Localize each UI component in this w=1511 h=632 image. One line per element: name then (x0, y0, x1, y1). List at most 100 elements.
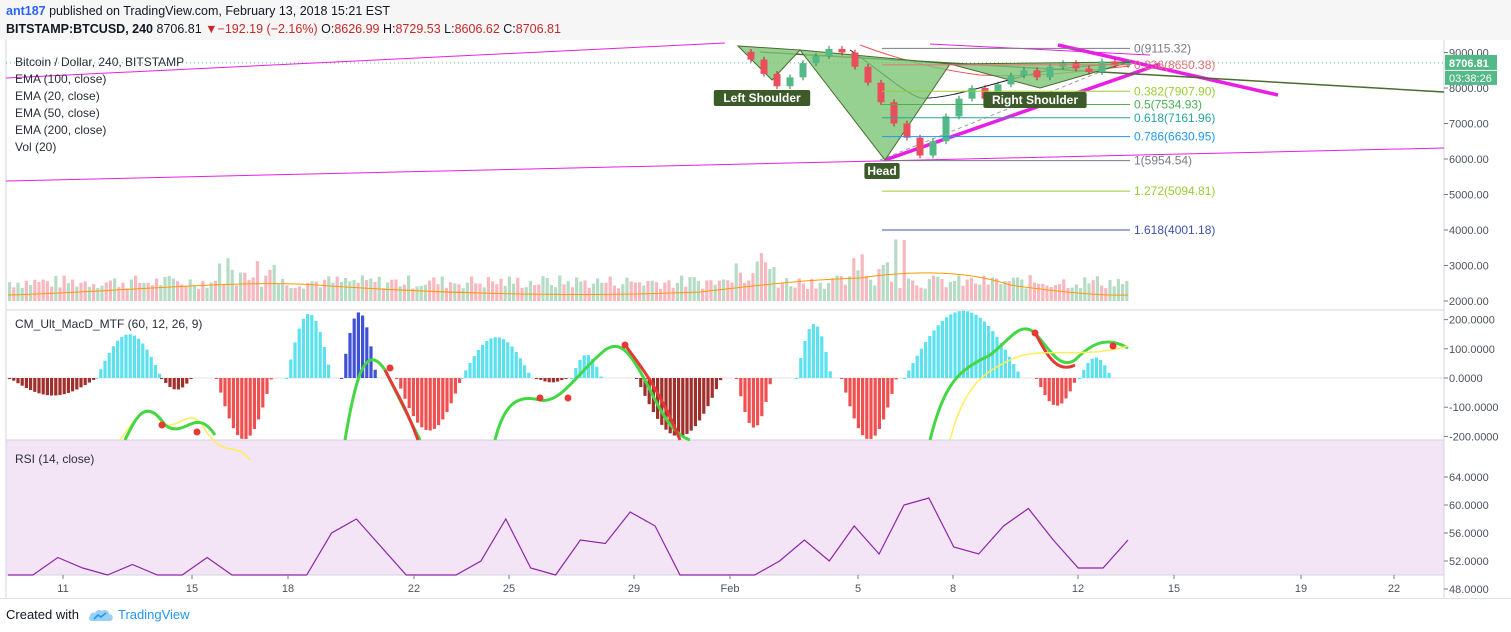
volume-bar (461, 288, 465, 301)
macd-histogram-bar (995, 336, 999, 378)
volume-bar (1100, 285, 1104, 301)
volume-bar (575, 277, 579, 301)
time-axis-label: 25 (503, 583, 515, 595)
head-label-badge (864, 163, 900, 179)
macd-histogram-bar (310, 314, 314, 378)
macd-histogram-bar (924, 342, 928, 378)
macd-histogram-bar (1090, 358, 1094, 378)
volume-bar (856, 270, 860, 301)
macd-histogram-bar (856, 378, 860, 429)
fib-level-label: 0.786(6630.95) (1134, 130, 1215, 144)
volume-bar (398, 286, 402, 301)
volume-bar (104, 282, 108, 301)
volume-bar (293, 287, 297, 301)
macd-histogram-bar (639, 378, 643, 388)
volume-bar (890, 281, 894, 301)
macd-histogram-bar (574, 368, 578, 378)
macd-histogram-bar (1043, 378, 1047, 396)
volume-bar (125, 288, 129, 301)
volume-bar (688, 277, 692, 301)
volume-bar (911, 280, 915, 301)
legend-macd[interactable]: CM_Ult_MacD_MTF (60, 12, 26, 9) (15, 317, 203, 331)
volume-bar (390, 279, 394, 301)
volume-bar (163, 276, 167, 301)
legend-volume[interactable]: Vol (20) (15, 140, 57, 154)
legend-title[interactable]: Bitcoin / Dollar, 240, BITSTAMP (15, 55, 185, 69)
macd-histogram-bar (219, 378, 223, 393)
macd-histogram-bar (978, 317, 982, 378)
macd-histogram-bar (949, 314, 953, 378)
macd-histogram-bar (172, 378, 176, 390)
volume-bar (352, 280, 356, 301)
macd-histogram-bar (523, 365, 527, 378)
macd-histogram-bar (811, 324, 815, 378)
legend-ema100[interactable]: EMA (100, close) (15, 72, 107, 86)
high-label: H: (382, 22, 396, 36)
volume-bar (121, 282, 125, 301)
volume-bar (1079, 287, 1083, 301)
volume-bar (537, 284, 541, 301)
macd-histogram-bar (128, 334, 132, 378)
volume-bar (600, 282, 604, 301)
volume-bar (843, 284, 847, 301)
volume-bar (877, 269, 881, 301)
macd-histogram-bar (560, 378, 564, 381)
macd-histogram-bar (403, 378, 407, 399)
volume-bar (596, 278, 600, 301)
volume-bar (499, 278, 503, 301)
macd-histogram-bar (318, 332, 322, 378)
macd-histogram-bar (664, 378, 668, 430)
macd-histogram-bar (285, 378, 289, 379)
volume-bar (558, 275, 562, 301)
macd-histogram-bar (269, 378, 273, 380)
macd-histogram-bar (677, 378, 681, 437)
legend-ema50[interactable]: EMA (50, close) (15, 106, 100, 120)
volume-bar (764, 262, 768, 301)
chart-canvas[interactable]: 0(9115.32)0.236(8650.38)0.382(7907.90)0.… (0, 40, 1511, 600)
macd-line-down (1033, 332, 1076, 369)
published-text: published on TradingView.com, February 1… (49, 4, 391, 18)
fib-level-label: 0.5(7534.93) (1134, 98, 1202, 112)
volume-bar (650, 280, 654, 301)
volume-bar (940, 279, 944, 301)
rsi-line (8, 497, 1129, 576)
macd-cross-dot (564, 394, 572, 402)
macd-histogram-bar (595, 366, 599, 378)
macd-histogram-bar (957, 311, 961, 378)
legend-rsi[interactable]: RSI (14, close) (15, 452, 95, 466)
volume-bar (604, 282, 608, 301)
macd-histogram-bar (861, 378, 865, 436)
volume-bar (373, 281, 377, 301)
macd-histogram-bar (1078, 378, 1082, 379)
legend-ema200[interactable]: EMA (200, close) (15, 123, 107, 137)
volume-bar (759, 253, 763, 301)
macd-histogram-bar (539, 378, 543, 380)
macd-histogram-bar (164, 378, 168, 383)
macd-histogram-bar (1016, 371, 1020, 378)
tradingview-brand-link[interactable]: TradingView (118, 607, 190, 622)
macd-histogram-bar (820, 336, 824, 378)
volume-bar (209, 282, 213, 301)
macd-histogram-bar (365, 327, 369, 378)
author-link[interactable]: ant187 (6, 4, 46, 18)
volume-bar (948, 281, 952, 301)
legend-ema20[interactable]: EMA (20, close) (15, 89, 100, 103)
volume-bar (470, 276, 474, 301)
volume-bar (1108, 280, 1112, 301)
volume-bar (814, 288, 818, 301)
macd-histogram-bar (828, 371, 832, 378)
volume-bar (318, 287, 322, 301)
last-price-badge-text: 8706.81 (1449, 58, 1489, 70)
volume-bar (117, 287, 121, 301)
candle-body (1072, 63, 1080, 69)
volume-bar (1058, 284, 1062, 301)
macd-histogram-bar (974, 314, 978, 378)
macd-histogram-bar (940, 320, 944, 378)
macd-histogram-bar (215, 378, 219, 379)
volume-bar (419, 285, 423, 301)
macd-cross-dot (1109, 342, 1117, 350)
volume-bar (848, 276, 852, 301)
macd-histogram-bar (936, 325, 940, 378)
macd-histogram-bar (248, 378, 252, 436)
macd-histogram-bar (547, 378, 551, 383)
